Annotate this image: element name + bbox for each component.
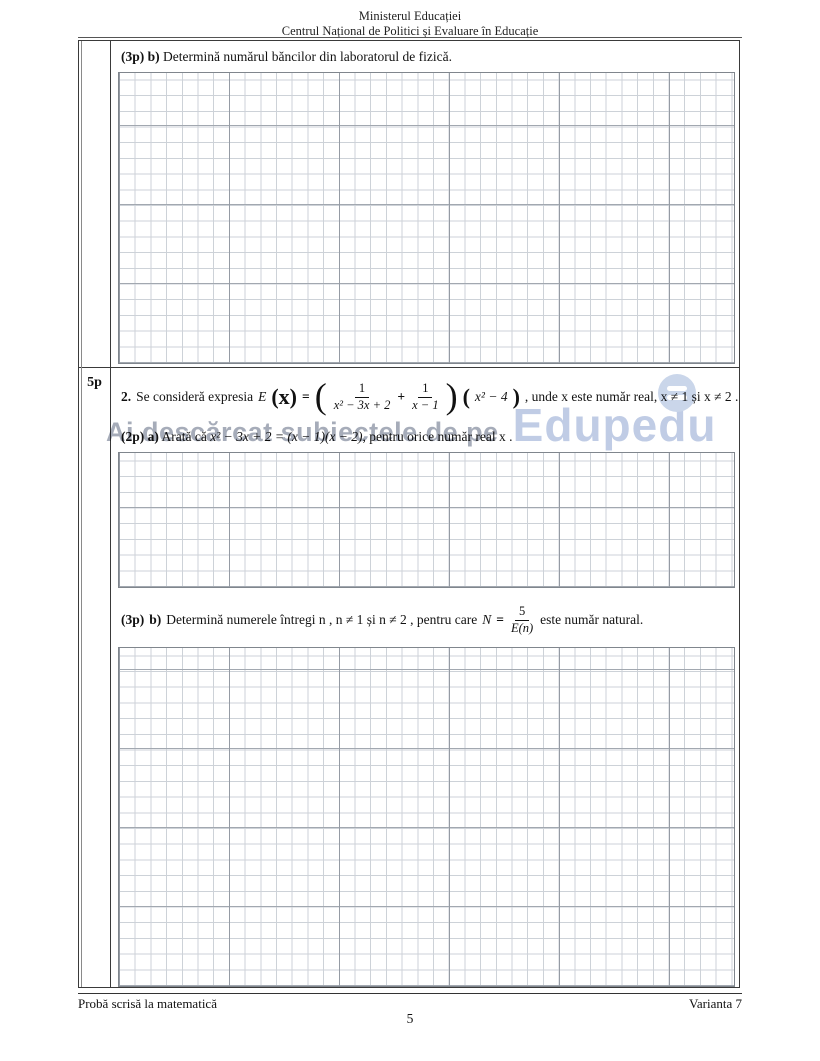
letter-label: b)	[149, 612, 162, 627]
text-after-math: este număr natural.	[540, 612, 644, 627]
big-right-paren: )	[445, 376, 458, 417]
letter-label: a)	[147, 429, 159, 445]
fraction-n: 5 E(n)	[510, 603, 534, 635]
function-name: E	[258, 389, 267, 405]
question-1b-text: (3p) b) Determină numărul băncilor din l…	[121, 48, 733, 66]
identity-math: x² − 3x + 2 = (x − 1)(x − 2)	[210, 429, 363, 445]
answer-grid-1	[118, 71, 735, 364]
footer-rule	[78, 993, 742, 994]
header-rule	[78, 37, 742, 38]
factor-expression: x² − 4	[474, 389, 508, 405]
question-text: Determină numărul băncilor din laborator…	[163, 49, 453, 64]
page-number: 5	[406, 1011, 414, 1026]
page-footer: Probă scrisă la matematică Varianta 7	[78, 996, 742, 1012]
question-2-statement: 2. Se consideră expresia E (x) = ( 1 x² −…	[121, 373, 738, 421]
question-2a-text: (2p) a) Arată că x² − 3x + 2 = (x − 1)(x…	[121, 428, 733, 446]
question-2-content: 2. Se consideră expresia E (x) = ( 1 x² −…	[111, 368, 739, 987]
factor-right-paren: )	[512, 384, 520, 410]
text-after-math: , pentru orice număr real x .	[362, 429, 513, 445]
answer-sheet-table: (3p) b) Determină numărul băncilor din l…	[78, 40, 740, 988]
question-1b-content: (3p) b) Determină numărul băncilor din l…	[111, 41, 739, 367]
row-question-1b: (3p) b) Determină numărul băncilor din l…	[79, 41, 739, 368]
statement-intro: Se consideră expresia	[136, 389, 254, 405]
letter-label: b)	[147, 49, 160, 64]
question-2b-text: (3p) b) Determină numerele întregi n , n…	[121, 600, 735, 640]
fraction-1: 1 x² − 3x + 2	[333, 381, 391, 412]
answer-grid-3	[118, 647, 735, 987]
text-before-math: Determină numerele întregi n , n ≠ 1 și …	[166, 612, 478, 627]
big-left-paren: (	[314, 376, 327, 417]
header-line-1: Ministerul Educației	[358, 9, 462, 23]
marks-label: (3p)	[121, 49, 145, 64]
points-cell-5p: 5p	[79, 368, 111, 987]
equals-sign: =	[496, 612, 504, 627]
factor-left-paren: (	[462, 384, 470, 410]
points-cell-empty	[79, 41, 111, 368]
row-question-2: 5p 2. Se consideră expresia E (x) = ( 1 x…	[79, 367, 739, 987]
footer-variant: Varianta 7	[688, 996, 742, 1011]
statement-tail: , unde x este număr real, x ≠ 1 și x ≠ 2…	[524, 389, 739, 405]
question-number: 2.	[121, 389, 132, 405]
equals-sign: =	[301, 389, 310, 405]
header-line-2: Centrul Național de Politici și Evaluare…	[281, 24, 539, 38]
n-variable: N	[482, 612, 492, 627]
marks-label: (3p)	[121, 612, 145, 627]
footer-subject: Probă scrisă la matematică	[78, 996, 217, 1011]
fraction-2: 1 x − 1	[412, 381, 439, 412]
text-before-math: Arată că	[161, 429, 207, 445]
page-header: Ministerul Educației Centrul Național de…	[0, 9, 820, 39]
marks-label: (2p)	[121, 429, 145, 445]
plus-sign: +	[397, 389, 406, 405]
function-arg: (x)	[271, 384, 297, 410]
answer-grid-2	[118, 452, 735, 588]
